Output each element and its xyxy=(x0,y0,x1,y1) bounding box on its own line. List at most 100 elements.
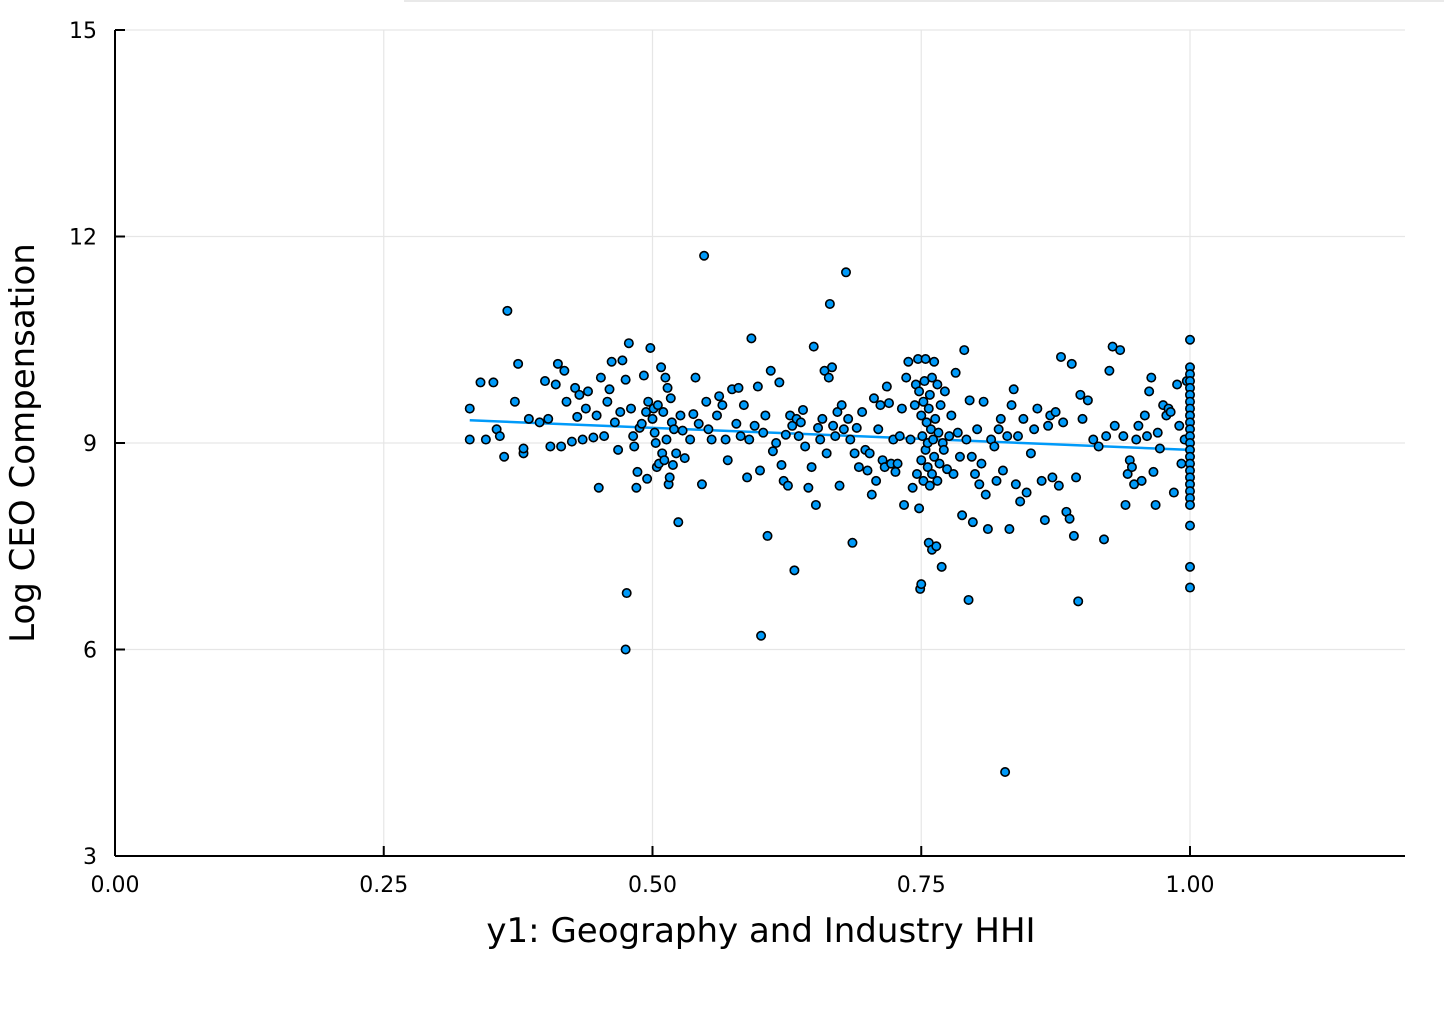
data-point xyxy=(629,441,640,452)
data-point xyxy=(659,455,670,466)
data-point xyxy=(1021,487,1032,498)
data-point xyxy=(762,530,773,541)
x-tick-label: 0.25 xyxy=(359,873,408,898)
data-point xyxy=(954,451,965,462)
data-point xyxy=(806,462,817,473)
data-point xyxy=(1142,431,1153,442)
y-tick-label: 3 xyxy=(83,845,97,870)
data-point xyxy=(890,466,901,477)
data-point xyxy=(1082,395,1093,406)
data-point xyxy=(883,398,894,409)
data-point xyxy=(744,434,755,445)
data-point xyxy=(936,561,947,572)
data-point xyxy=(952,427,963,438)
data-point xyxy=(556,441,567,452)
data-point xyxy=(1144,386,1155,397)
data-point xyxy=(857,407,868,418)
data-points xyxy=(464,250,1196,778)
data-point xyxy=(830,431,841,442)
data-point xyxy=(1174,420,1185,431)
data-point xyxy=(923,403,934,414)
data-point xyxy=(625,403,636,414)
data-point xyxy=(1066,358,1077,369)
data-point xyxy=(907,482,918,493)
data-point xyxy=(995,413,1006,424)
data-point xyxy=(916,579,927,590)
data-point xyxy=(609,417,620,428)
data-point xyxy=(931,541,942,552)
data-point xyxy=(675,410,686,421)
data-point xyxy=(671,448,682,459)
data-point xyxy=(928,434,939,445)
data-point xyxy=(572,411,583,422)
data-point xyxy=(866,489,877,500)
data-point xyxy=(924,480,935,491)
data-point xyxy=(696,479,707,490)
data-point xyxy=(771,437,782,448)
data-point xyxy=(1185,499,1196,510)
data-point xyxy=(599,431,610,442)
data-point xyxy=(944,431,955,442)
y-tick-label: 9 xyxy=(83,432,97,457)
data-point xyxy=(1126,462,1137,473)
data-point xyxy=(868,393,879,404)
data-point xyxy=(803,482,814,493)
data-point xyxy=(1168,487,1179,498)
data-point xyxy=(1139,410,1150,421)
data-point xyxy=(765,365,776,376)
data-point xyxy=(1172,379,1183,390)
data-point xyxy=(577,434,588,445)
data-point xyxy=(892,458,903,469)
data-point xyxy=(849,448,860,459)
data-point xyxy=(1131,434,1142,445)
data-point xyxy=(933,427,944,438)
data-point xyxy=(827,362,838,373)
data-point xyxy=(742,472,753,483)
data-point xyxy=(499,451,510,462)
data-point xyxy=(711,410,722,421)
data-point xyxy=(652,400,663,411)
data-point xyxy=(1006,400,1017,411)
data-point xyxy=(1146,372,1157,383)
data-point xyxy=(615,407,626,418)
data-point xyxy=(789,565,800,576)
data-point xyxy=(834,480,845,491)
x-tick-label: 0.00 xyxy=(91,873,140,898)
data-point xyxy=(1185,520,1196,531)
data-point xyxy=(677,425,688,436)
data-point xyxy=(464,403,475,414)
data-point xyxy=(920,354,931,365)
data-point xyxy=(871,475,882,486)
data-point xyxy=(706,434,717,445)
x-axis-title: y1: Geography and Industry HHI xyxy=(486,911,1035,951)
data-point xyxy=(1109,420,1120,431)
data-point xyxy=(1043,420,1054,431)
data-point xyxy=(823,372,834,383)
data-point xyxy=(1120,499,1131,510)
data-point xyxy=(1075,389,1086,400)
data-point xyxy=(464,434,475,445)
data-point xyxy=(550,379,561,390)
data-point xyxy=(1064,513,1075,524)
data-point xyxy=(972,424,983,435)
data-point xyxy=(665,393,676,404)
y-tick-label: 15 xyxy=(69,19,97,44)
data-point xyxy=(901,372,912,383)
data-point xyxy=(543,413,554,424)
data-point xyxy=(488,377,499,388)
data-point xyxy=(722,455,733,466)
y-tick-label: 12 xyxy=(69,226,97,251)
data-point xyxy=(980,489,991,500)
data-point xyxy=(621,588,632,599)
data-point xyxy=(832,407,843,418)
data-point xyxy=(840,267,851,278)
data-point xyxy=(989,441,1000,452)
data-point xyxy=(667,460,678,471)
y-tick-label: 6 xyxy=(83,639,97,664)
data-point xyxy=(658,407,669,418)
data-point xyxy=(815,434,826,445)
data-point xyxy=(738,400,749,411)
data-point xyxy=(946,410,957,421)
data-point xyxy=(899,499,910,510)
data-point xyxy=(808,341,819,352)
